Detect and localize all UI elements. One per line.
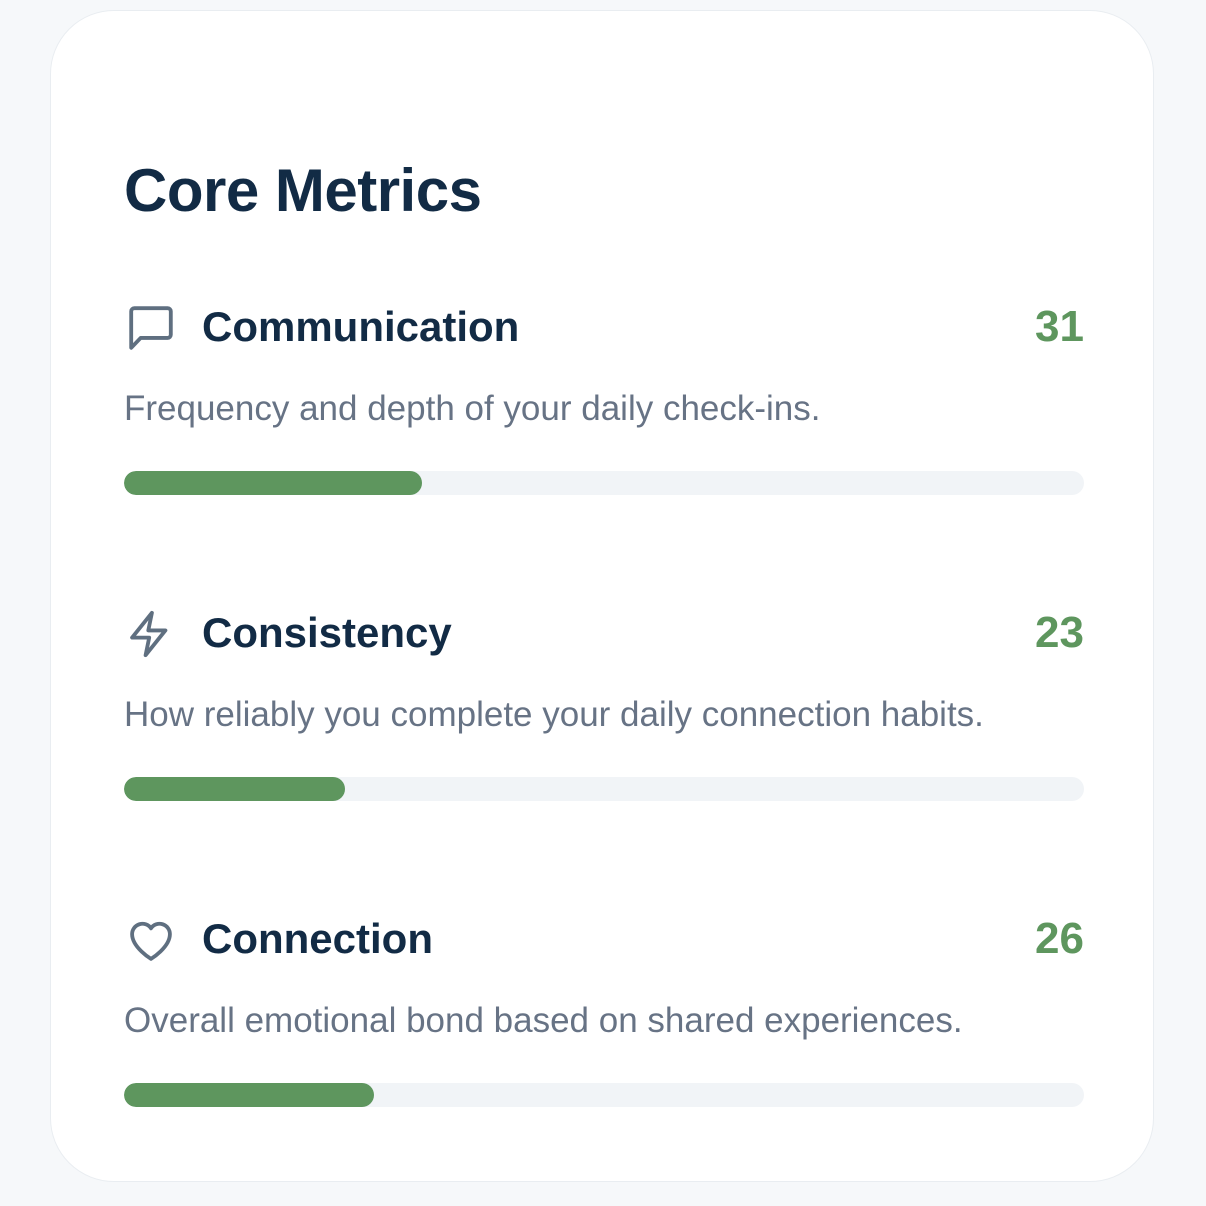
metric-connection: Connection 26 Overall emotional bond bas… xyxy=(124,907,1084,1147)
metric-name: Connection xyxy=(202,915,433,962)
metric-description: Overall emotional bond based on shared e… xyxy=(124,1001,963,1040)
metric-name: Communication xyxy=(202,303,520,350)
metric-header: Connection 26 xyxy=(124,907,1084,971)
message-square-icon xyxy=(124,301,178,355)
metric-score: 23 xyxy=(1035,608,1084,657)
metric-name: Consistency xyxy=(202,609,452,656)
metric-score: 26 xyxy=(1035,914,1084,963)
metric-description: How reliably you complete your daily con… xyxy=(124,695,984,734)
progress-fill xyxy=(124,1083,374,1107)
progress-track xyxy=(124,777,1084,801)
metric-header: Communication 31 xyxy=(124,295,1084,359)
heart-icon xyxy=(124,913,178,967)
core-metrics-card: Core Metrics Communication 31 Frequency … xyxy=(50,10,1154,1182)
progress-fill xyxy=(124,777,345,801)
metric-score: 31 xyxy=(1035,302,1084,351)
metric-communication: Communication 31 Frequency and depth of … xyxy=(124,295,1084,535)
metric-header: Consistency 23 xyxy=(124,601,1084,665)
progress-fill xyxy=(124,471,422,495)
card-title: Core Metrics xyxy=(124,157,482,224)
metric-consistency: Consistency 23 How reliably you complete… xyxy=(124,601,1084,841)
lightning-bolt-icon xyxy=(124,607,178,661)
progress-track xyxy=(124,1083,1084,1107)
metric-description: Frequency and depth of your daily check-… xyxy=(124,389,821,428)
progress-track xyxy=(124,471,1084,495)
